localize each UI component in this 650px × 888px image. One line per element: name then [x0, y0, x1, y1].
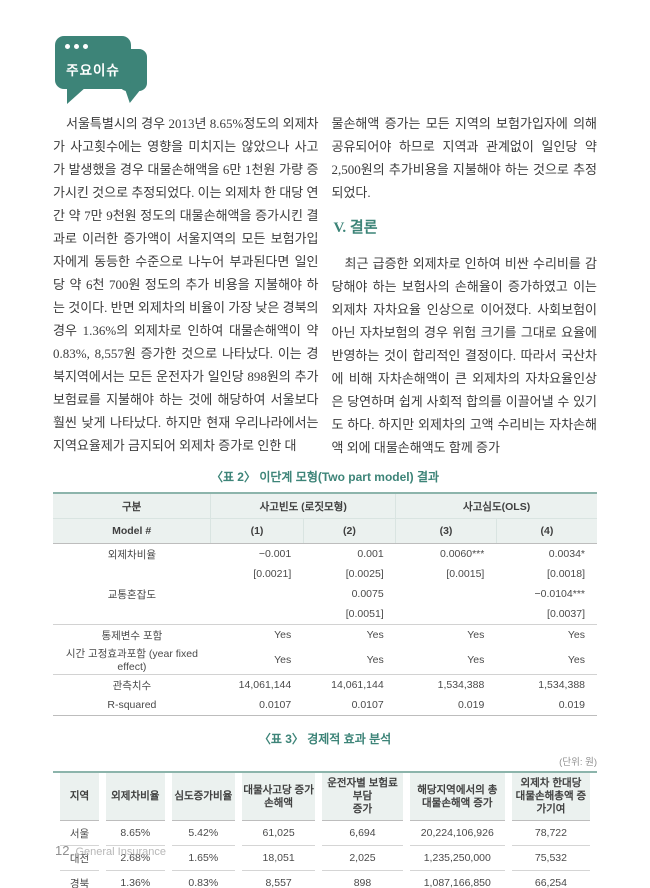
table3-section: 〈표 3〉 경제적 효과 분석 (단위: 원) 지역 외제차비율 심도증가비율 …: [53, 730, 597, 888]
table3-header-per-car-contribution: 외제차 한대당 대물손해총액 증가기여: [511, 773, 590, 821]
badge-label: 주요이슈: [66, 63, 120, 78]
table2-model-header-row: Model # (1) (2) (3) (4): [53, 518, 597, 544]
table2-caption: 〈표 2〉 이단계 모형(Two part model) 결과: [210, 470, 440, 484]
table2-group-header-row: 구분 사고빈도 (로짓모형) 사고심도(OLS): [53, 493, 597, 519]
right-paragraph: 물손해액 증가는 모든 지역의 보험가입자에 의해 공유되어야 하므로 지역과 …: [331, 116, 598, 200]
table3-header-foreign-ratio: 외제차비율: [106, 773, 165, 821]
speech-bubble-main-tail: [67, 87, 86, 104]
table-row: 대전 2.68% 1.65% 18,051 2,025 1,235,250,00…: [60, 846, 590, 871]
speech-bubble-main: 주요이슈: [55, 36, 131, 89]
table2-section: 〈표 2〉 이단계 모형(Two part model) 결과 구분 사고빈도 …: [53, 468, 597, 716]
table3-header-region: 지역: [60, 773, 100, 821]
table3-header-severity-ratio: 심도증가비율: [171, 773, 236, 821]
table2-model-1: (1): [210, 518, 304, 544]
table-row: 경북 1.36% 0.83% 8,557 898 1,087,166,850 6…: [60, 871, 590, 888]
table-row: 외제차비율 −0.001 0.001 0.0060*** 0.0034*: [107, 548, 585, 561]
table-row: 통제변수 포함 Yes Yes Yes Yes: [53, 624, 597, 645]
table3-unit-note: (단위: 원): [559, 757, 597, 768]
table-row: [0.0051] [0.0037]: [345, 608, 585, 620]
text-columns: 서울특별시의 경우 2013년 8.65%정도의 외제차가 사고횟수에는 영향을…: [53, 112, 597, 459]
table-row: 시간 고정효과포함 (year fixed effect) Yes Yes Ye…: [65, 648, 585, 673]
table3-header-row: 지역 외제차비율 심도증가비율 대물사고당 증가 손해액 운전자별 보험료 부담 증…: [60, 773, 590, 821]
left-column: 서울특별시의 경우 2013년 8.65%정도의 외제차가 사고횟수에는 영향을…: [53, 112, 319, 459]
table2-model-label: Model #: [53, 518, 211, 544]
table2-model-4: (4): [495, 518, 597, 544]
table-row: [0.0021] [0.0025] [0.0015] [0.0018]: [253, 568, 585, 580]
table3-header-loss-per-accident: 대물사고당 증가 손해액: [242, 773, 316, 821]
table-row: R-squared 0.0107 0.0107 0.019 0.019: [107, 699, 585, 711]
table2-model-2: (2): [302, 518, 396, 544]
conclusion-paragraph: 최근 급증한 외제차로 인하여 비싼 수리비를 감당해야 하는 보험사의 손해율…: [331, 256, 598, 455]
table2-header-gubun: 구분: [53, 493, 211, 519]
table3-caption: 〈표 3〉 경제적 효과 분석: [258, 732, 392, 746]
page-number: 12: [55, 843, 70, 858]
table-row: 관측치수 14,061,144 14,061,144 1,534,388 1,5…: [53, 674, 597, 695]
right-column: 물손해액 증가는 모든 지역의 보험가입자에 의해 공유되어야 하므로 지역과 …: [332, 112, 598, 459]
table3-header-premium-burden: 운전자별 보험료 부담 증가: [322, 773, 403, 821]
conclusion-heading: V. 결론: [333, 220, 378, 236]
two-part-model-table: 구분 사고빈도 (로짓모형) 사고심도(OLS) Model # (1) (2)…: [53, 492, 597, 716]
table3-header-total-loss: 해당지역에서의 총 대물손해액 증가: [409, 773, 505, 821]
left-paragraph: 서울특별시의 경우 2013년 8.65%정도의 외제차가 사고횟수에는 영향을…: [53, 116, 319, 453]
table-row: 서울 8.65% 5.42% 61,025 6,694 20,224,106,9…: [60, 821, 590, 846]
page-footer: 12 General Insurance: [55, 842, 166, 860]
table2-header-severity: 사고심도(OLS): [395, 493, 597, 519]
three-dots-icon: [65, 44, 88, 49]
issue-badge: 주요이슈: [55, 36, 161, 106]
table-row: 교통혼잡도 0.0075 −0.0104***: [107, 588, 585, 601]
economic-effect-table: 지역 외제차비율 심도증가비율 대물사고당 증가 손해액 운전자별 보험료 부담 증…: [53, 771, 597, 888]
brand-name: General Insurance: [75, 846, 166, 858]
table2-model-3: (3): [395, 518, 497, 544]
speech-bubble-back-tail: [125, 89, 141, 103]
table2-header-frequency: 사고빈도 (로짓모형): [210, 493, 396, 519]
